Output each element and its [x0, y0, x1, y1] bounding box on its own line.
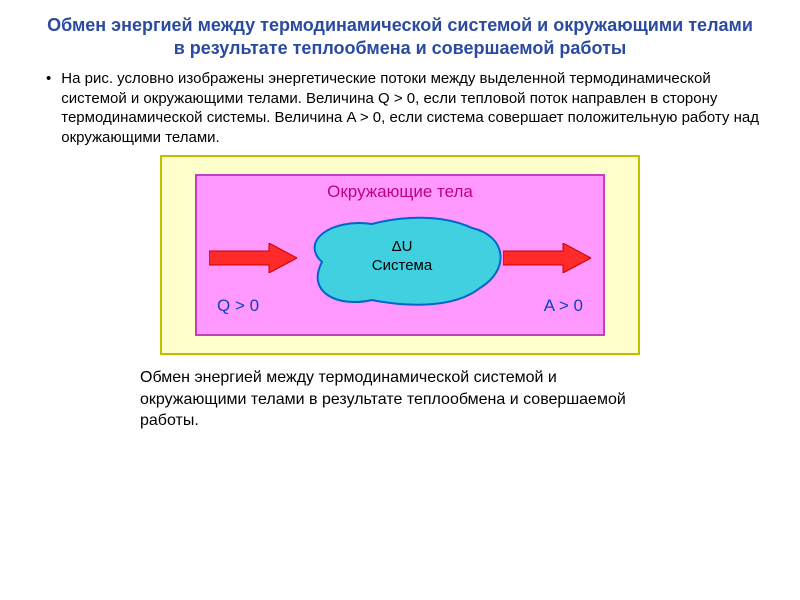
q-label: Q > 0 — [217, 296, 259, 316]
system-blob: ΔU Система — [292, 214, 512, 310]
bullet-item: • На рис. условно изображены энергетичес… — [46, 69, 760, 147]
arrow-shape — [503, 243, 591, 273]
arrow-shape — [209, 243, 297, 273]
slide-title: Обмен энергией между термодинамической с… — [40, 14, 760, 59]
bullet-marker: • — [46, 69, 51, 89]
work-out-arrow — [503, 243, 591, 273]
surroundings-label: Окружающие тела — [197, 182, 603, 202]
slide: Обмен энергией между термодинамической с… — [0, 0, 800, 600]
a-label: A > 0 — [544, 296, 583, 316]
caption-text: Обмен энергией между термодинамической с… — [140, 367, 660, 432]
bullet-text: На рис. условно изображены энергетически… — [61, 69, 760, 147]
system-label: Система — [292, 257, 512, 276]
heat-in-arrow — [209, 243, 297, 273]
surroundings-box: Окружающие тела ΔU Система — [195, 174, 605, 336]
system-text: ΔU Система — [292, 238, 512, 276]
delta-u-label: ΔU — [292, 238, 512, 257]
diagram-frame: Окружающие тела ΔU Система — [160, 155, 640, 355]
